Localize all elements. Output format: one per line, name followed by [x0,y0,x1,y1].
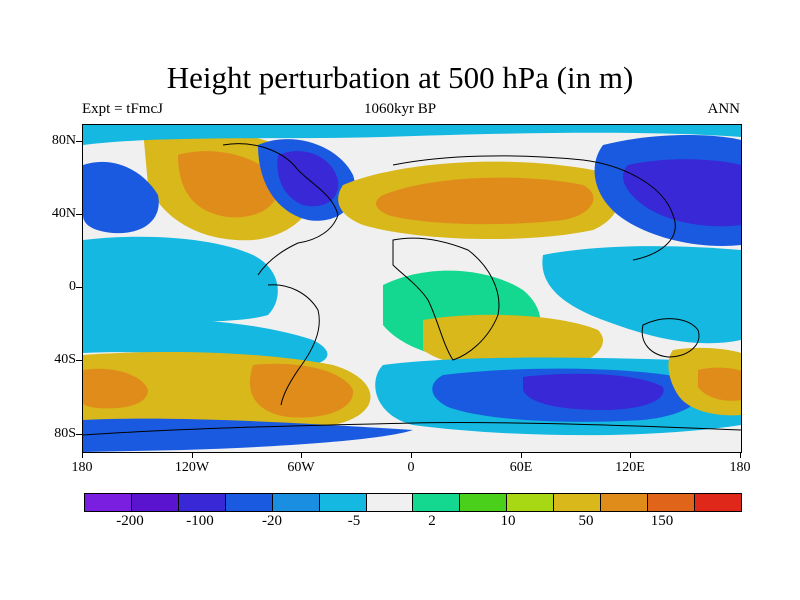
colorbar-label: 150 [650,513,674,529]
colorbar-label: 2 [428,513,436,529]
lon-label-180w: 180 [71,460,93,475]
plot-title: Height perturbation at 500 hPa (in m) [166,60,634,95]
colorbar-swatch [648,494,695,511]
lat-label-40n: 40N [51,206,76,221]
colorbar-swatch [225,494,273,511]
colorbar-label: -5 [347,513,361,529]
colorbar-swatch [507,494,555,511]
lat-label-40s: 40S [54,352,76,367]
colorbar-label: 50 [578,513,594,529]
contour-map [83,125,741,452]
colorbar-swatch [178,494,226,511]
colorbar-swatch [319,494,367,511]
field-blue-antarctic [83,418,413,452]
colorbar-label: -20 [262,513,282,529]
colorbar-label: -100 [186,513,214,529]
field-blue-arctic-west [83,161,159,234]
colorbar-swatch [554,494,602,511]
field-darkblue-siberia [623,159,741,227]
lon-tick [82,452,83,458]
lon-label-120w: 120W [174,460,210,475]
coast-north-america [222,143,339,276]
field-darkorange-eurasia [376,177,594,225]
field-darkorange-north-pacific [178,151,279,218]
lat-tick [76,287,82,288]
field-darkorange-south-west [83,368,148,409]
colorbar-swatch [131,494,179,511]
coast-africa [392,237,500,361]
coast-antarctica [83,421,741,436]
lon-label-120e: 120E [615,460,645,475]
lon-label-180e: 180 [729,460,751,475]
colorbar-swatch [413,494,461,511]
time-label: 1060kyr BP [363,101,437,117]
field-cyan-tropics-west [83,236,278,325]
lon-tick [630,452,631,458]
coast-south-america [267,284,320,406]
field-cyan-indian [542,246,741,344]
lat-tick [76,434,82,435]
lat-label-80s: 80S [54,426,76,441]
field-darkorange-south-east [698,367,741,401]
lon-label-0: 0 [407,460,415,475]
coast-eurasia [392,155,676,261]
field-darkblue-southern-ocean [523,373,664,410]
colorbar-swatch [694,494,741,511]
field-cyan-south-pacific [83,318,328,366]
lon-tick [192,452,193,458]
experiment-label: Expt = tFmcJ [82,101,163,117]
lat-tick [76,214,82,215]
lon-tick [740,452,741,458]
colorbar [84,493,742,512]
colorbar-label: 10 [500,513,516,529]
field-darkorange-south-america [249,363,354,418]
colorbar-swatch [85,494,132,511]
lon-label-60e: 60E [509,460,533,475]
colorbar-label: -200 [116,513,144,529]
lon-tick [521,452,522,458]
lat-tick [76,360,82,361]
colorbar-swatch [366,494,414,511]
lat-label-80n: 80N [51,133,76,148]
field-cyan-arctic [83,125,741,145]
colorbar-swatch [460,494,508,511]
lon-tick [411,452,412,458]
colorbar-swatch [272,494,320,511]
map-panel [82,124,742,453]
colorbar-swatch [601,494,649,511]
field-orange-south-atlantic [423,314,603,372]
lat-tick [76,141,82,142]
lon-tick [301,452,302,458]
coastlines [83,143,741,436]
lon-label-60w: 60W [287,460,315,475]
lat-label-0: 0 [69,279,76,294]
season-label: ANN [707,101,741,117]
coast-australia [641,318,700,358]
